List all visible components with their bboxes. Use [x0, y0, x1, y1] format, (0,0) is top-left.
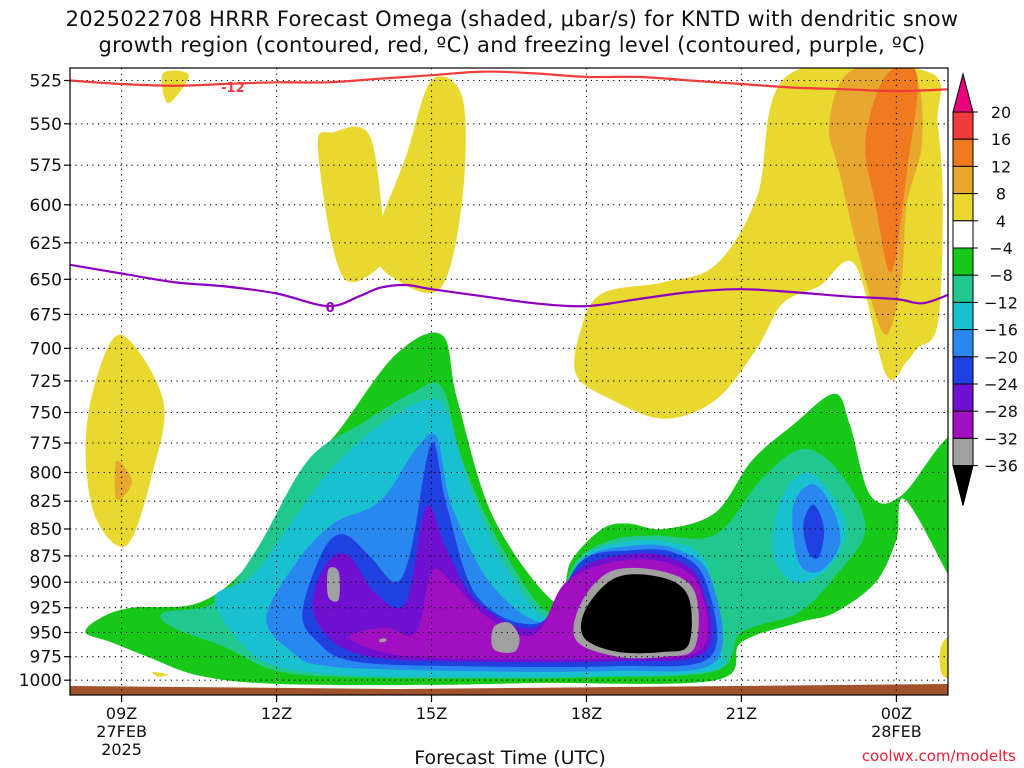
omega-region-7: [114, 460, 132, 501]
colorbar-tick-label: −28: [984, 402, 1018, 421]
y-tick-label: 700: [30, 339, 62, 359]
contour-label-0: -12: [221, 81, 245, 96]
colorbar-tick-label: −16: [984, 321, 1018, 340]
watermark-text: coolwx.com/modelts: [862, 747, 1016, 765]
y-tick-label: 575: [30, 156, 62, 176]
omega-region-25: [379, 638, 387, 643]
colorbar-tick-label: −24: [984, 375, 1018, 394]
colorbar-tick-label: −36: [984, 457, 1018, 476]
contour-line-0: [70, 70, 948, 93]
y-tick-label: 775: [30, 434, 62, 454]
contour-label-1: 0: [326, 301, 335, 316]
y-tick-label: 550: [30, 115, 62, 135]
y-tick-label: 675: [30, 305, 62, 325]
x-tick-sublabel: 2025: [101, 740, 142, 759]
y-axis-pressure: 525 550 575 600 625 650 675 700 725 750 775 800 825 8…: [19, 72, 71, 691]
colorbar-top-arrow: [952, 72, 974, 113]
colorbar: 20 16 12 8 4 −4 −8 −12 −16 −20 −24 −28 −32 −36: [952, 72, 1018, 506]
x-tick-label: 15Z: [416, 704, 447, 723]
colorbar-tick-label: −4: [989, 239, 1013, 258]
colorbar-tick-label: 16: [991, 130, 1011, 149]
colorbar-tick-label: 4: [996, 212, 1006, 231]
grid-lines: [70, 68, 948, 695]
colorbar-band: [952, 111, 974, 140]
ground-band: [70, 684, 948, 695]
x-tick-sublabel: 28FEB: [871, 722, 922, 741]
colorbar-band: [952, 138, 974, 167]
omega-shaded-regions: [85, 68, 948, 686]
x-tick-label: 09Z: [106, 704, 137, 723]
omega-region-18: [803, 504, 825, 559]
colorbar-band: [952, 437, 974, 467]
omega-region-22: [491, 622, 520, 653]
colorbar-tick-label: 20: [991, 103, 1011, 122]
temperature-contours: -12 0: [70, 70, 948, 316]
x-tick-label: 21Z: [726, 704, 757, 723]
colorbar-band: [952, 220, 974, 249]
x-tick-label: 12Z: [261, 704, 292, 723]
y-tick-label: 950: [30, 624, 62, 644]
colorbar-tick-label: 8: [996, 185, 1006, 204]
omega-region-9: [939, 637, 948, 679]
omega-region-24: [580, 574, 692, 654]
chart-title-line-2: growth region (contoured, red, ºC) and f…: [98, 33, 926, 57]
colorbar-tick-label: −8: [989, 266, 1013, 285]
colorbar-band: [952, 356, 974, 385]
contour-line-1: [70, 263, 948, 308]
colorbar-tick-label: −12: [984, 293, 1018, 312]
omega-region-6: [85, 334, 165, 547]
x-tick-sublabel: 27FEB: [96, 722, 147, 741]
x-tick-label: 18Z: [571, 704, 602, 723]
y-tick-label: 600: [30, 196, 62, 216]
y-tick-label: 800: [30, 464, 62, 484]
y-tick-label: 525: [30, 72, 62, 92]
y-tick-label: 625: [30, 234, 62, 254]
y-tick-label: 725: [30, 372, 62, 392]
y-tick-label: 925: [30, 599, 62, 619]
y-tick-label: 875: [30, 547, 62, 567]
colorbar-band: [952, 274, 974, 303]
y-tick-label: 850: [30, 520, 62, 540]
colorbar-tick-label: −32: [984, 429, 1018, 448]
colorbar-band: [952, 165, 974, 195]
colorbar-band: [952, 410, 974, 439]
colorbar-band: [952, 329, 974, 358]
omega-region-2: [374, 76, 466, 294]
y-tick-label: 975: [30, 648, 62, 668]
omega-region-5: [865, 68, 918, 273]
x-tick-label: 00Z: [881, 704, 912, 723]
y-tick-label: 750: [30, 404, 62, 424]
x-axis-label: Forecast Time (UTC): [414, 747, 605, 768]
y-tick-label: 825: [30, 492, 62, 512]
omega-region-0: [161, 70, 189, 104]
y-tick-label: 900: [30, 573, 62, 593]
omega-region-21: [326, 567, 340, 602]
omega-region-8: [152, 671, 169, 677]
colorbar-tick-label: −20: [984, 348, 1018, 367]
y-tick-label: 1000: [19, 671, 62, 691]
chart-title-line-1: 2025022708 HRRR Forecast Omega (shaded, …: [65, 7, 959, 31]
colorbar-tick-label: 12: [991, 157, 1011, 176]
colorbar-band: [952, 247, 974, 276]
colorbar-band: [952, 383, 974, 412]
colorbar-band: [952, 301, 974, 331]
colorbar-bottom-arrow: [952, 465, 974, 506]
y-tick-label: 650: [30, 270, 62, 290]
colorbar-band: [952, 193, 974, 222]
